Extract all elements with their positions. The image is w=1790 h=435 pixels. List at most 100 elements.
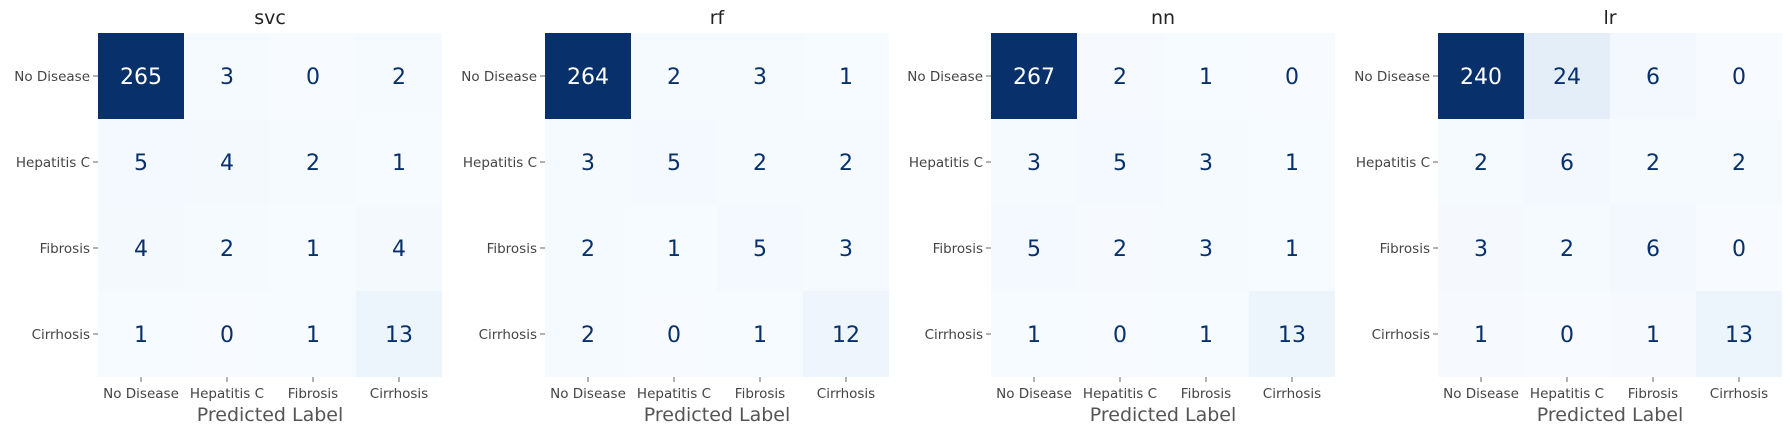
heatmap-cell — [1696, 33, 1782, 119]
heatmap-cell — [270, 205, 356, 291]
heatmap-cell — [803, 205, 889, 291]
x-axis-label: Predicted Label — [644, 404, 791, 426]
x-tick-label: Fibrosis — [1628, 386, 1678, 402]
cell-value-label: 2 — [753, 151, 767, 176]
heatmap-cell — [717, 119, 803, 205]
heatmap-cell — [98, 205, 184, 291]
cell-value-label: 0 — [1285, 65, 1299, 90]
heatmap-cell — [1163, 291, 1249, 377]
x-tick-label: Fibrosis — [1181, 386, 1231, 402]
cell-value-label: 1 — [306, 323, 320, 348]
heatmap-cell — [1610, 119, 1696, 205]
cell-value-label: 1 — [306, 237, 320, 262]
heatmap-cell — [803, 291, 889, 377]
heatmap-cell — [631, 205, 717, 291]
heatmap-cell — [803, 119, 889, 205]
x-tick-label: Hepatitis C — [1530, 386, 1604, 402]
cell-value-label: 4 — [392, 237, 406, 262]
cell-value-label: 5 — [1113, 151, 1127, 176]
y-tick-label: Cirrhosis — [479, 327, 537, 343]
heatmap-cell — [991, 291, 1077, 377]
heatmap-cell — [803, 33, 889, 119]
heatmap-cell — [1249, 291, 1335, 377]
cell-value-label: 5 — [134, 151, 148, 176]
heatmap-cell — [1610, 205, 1696, 291]
cell-value-label: 2 — [392, 65, 406, 90]
cell-value-label: 2 — [1113, 65, 1127, 90]
y-tick-label: No Disease — [1354, 69, 1430, 85]
heatmap-cell — [1077, 291, 1163, 377]
cell-value-label: 1 — [134, 323, 148, 348]
cell-value-label: 1 — [1027, 323, 1041, 348]
heatmap-cell — [991, 205, 1077, 291]
y-tick-label: Fibrosis — [1380, 241, 1430, 257]
cell-value-label: 3 — [220, 65, 234, 90]
heatmap-panel-rf: rf 264 2 3 1 3 5 2 2 2 1 5 3 2 0 1 12 No Disease Hepatitis… — [461, 7, 889, 426]
heatmap-cell — [717, 291, 803, 377]
heatmap-cell — [98, 33, 184, 119]
x-tick-label: No Disease — [1443, 386, 1519, 402]
cell-value-label: 1 — [1474, 323, 1488, 348]
cell-value-label: 13 — [1278, 323, 1306, 348]
x-tick-label: No Disease — [550, 386, 626, 402]
cell-value-label: 1 — [392, 151, 406, 176]
cell-value-label: 6 — [1646, 65, 1660, 90]
chart-title: nn — [1151, 7, 1175, 29]
y-tick-label: No Disease — [461, 69, 537, 85]
cell-value-label: 2 — [1113, 237, 1127, 262]
y-tick-label: Hepatitis C — [463, 155, 537, 171]
heatmap-cell — [356, 205, 442, 291]
x-tick-label: Hepatitis C — [637, 386, 711, 402]
heatmap-cell — [545, 205, 631, 291]
y-tick-label: No Disease — [907, 69, 983, 85]
y-tick-label: Fibrosis — [487, 241, 537, 257]
cell-value-label: 1 — [1285, 151, 1299, 176]
cell-value-label: 0 — [1560, 323, 1574, 348]
heatmap-cell — [545, 291, 631, 377]
cell-value-label: 2 — [581, 237, 595, 262]
heatmap-cell — [1163, 33, 1249, 119]
y-tick-label: Hepatitis C — [909, 155, 983, 171]
cell-value-label: 2 — [581, 323, 595, 348]
heatmap-cell — [631, 291, 717, 377]
heatmap-cell — [717, 33, 803, 119]
heatmap-cell — [1438, 119, 1524, 205]
x-tick-label: Cirrhosis — [1710, 386, 1768, 402]
heatmap-cell — [270, 291, 356, 377]
x-tick-label: Cirrhosis — [370, 386, 428, 402]
chart-title: svc — [254, 7, 286, 29]
cell-value-label: 240 — [1460, 65, 1502, 90]
cell-value-label: 4 — [134, 237, 148, 262]
cell-value-label: 13 — [385, 323, 413, 348]
x-axis-label: Predicted Label — [1090, 404, 1237, 426]
heatmap-cell — [1249, 33, 1335, 119]
cell-value-label: 1 — [1285, 237, 1299, 262]
cell-value-label: 5 — [753, 237, 767, 262]
cell-value-label: 264 — [567, 65, 609, 90]
heatmap-cell — [545, 119, 631, 205]
heatmap-cell — [1610, 291, 1696, 377]
heatmap-cell — [1524, 291, 1610, 377]
heatmap-panel-nn: nn 267 2 1 0 3 5 3 1 5 2 3 1 1 0 1 13 No Disease Hepatitis… — [907, 7, 1335, 426]
heatmap-cell — [1610, 33, 1696, 119]
heatmap-cell — [631, 33, 717, 119]
x-tick-label: Hepatitis C — [1083, 386, 1157, 402]
cell-value-label: 0 — [1113, 323, 1127, 348]
x-tick-label: No Disease — [996, 386, 1072, 402]
heatmap-cell — [184, 33, 270, 119]
heatmap-cell — [1438, 205, 1524, 291]
cell-value-label: 0 — [667, 323, 681, 348]
cell-value-label: 2 — [1474, 151, 1488, 176]
cell-value-label: 1 — [1199, 65, 1213, 90]
cell-value-label: 12 — [832, 323, 860, 348]
heatmap-cell — [1163, 205, 1249, 291]
heatmap-cell — [1696, 205, 1782, 291]
cell-value-label: 2 — [220, 237, 234, 262]
chart-title: lr — [1603, 7, 1616, 29]
heatmap-cell — [1524, 205, 1610, 291]
cell-value-label: 2 — [667, 65, 681, 90]
cell-value-label: 1 — [667, 237, 681, 262]
heatmap-cell — [991, 119, 1077, 205]
heatmap-cell — [98, 291, 184, 377]
